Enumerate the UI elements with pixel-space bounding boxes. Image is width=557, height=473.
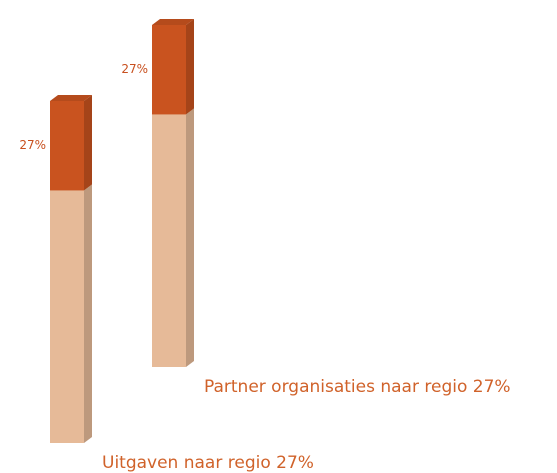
bar-front [50,190,84,443]
bar-segment [152,108,194,368]
bar-top [50,95,92,101]
bar-front [152,25,186,115]
bar-side [84,95,92,191]
bar-segment [50,95,92,191]
bar-side [186,108,194,368]
category-label: Uitgaven naar regio 27% [102,453,314,473]
bar-side [84,184,92,444]
bar-front [152,114,186,367]
value-label: 27% [19,138,46,152]
bar-segment [152,19,194,115]
bar-segment [50,184,92,444]
bar-front [50,101,84,191]
bar-side [186,19,194,115]
category-label: Partner organisaties naar regio 27% [204,377,511,397]
value-label: 27% [121,62,148,76]
bar-top [152,19,194,25]
